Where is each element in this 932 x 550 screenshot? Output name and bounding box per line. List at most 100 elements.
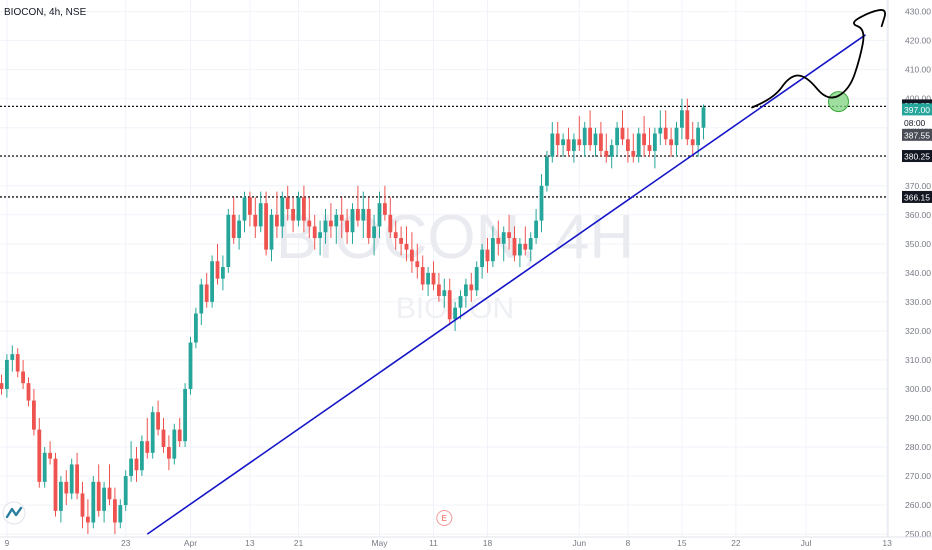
- candle[interactable]: [604, 133, 609, 163]
- candle[interactable]: [42, 447, 47, 488]
- candle[interactable]: [302, 185, 306, 233]
- candle[interactable]: [129, 441, 133, 482]
- candle[interactable]: [26, 377, 31, 407]
- candle[interactable]: [404, 226, 409, 262]
- candle[interactable]: [545, 150, 549, 192]
- candle[interactable]: [474, 261, 479, 297]
- candle[interactable]: [248, 191, 252, 227]
- candle[interactable]: [86, 499, 90, 535]
- candle[interactable]: [285, 185, 290, 221]
- candle[interactable]: [653, 127, 657, 169]
- tradingview-logo-icon[interactable]: [2, 501, 26, 525]
- candle[interactable]: [253, 197, 258, 239]
- candle[interactable]: [323, 208, 328, 244]
- highlight-circle[interactable]: [828, 91, 849, 113]
- candle[interactable]: [399, 226, 403, 256]
- candle[interactable]: [226, 208, 231, 273]
- candle[interactable]: [420, 255, 425, 291]
- candle[interactable]: [188, 336, 193, 395]
- candle[interactable]: [231, 197, 236, 244]
- candle[interactable]: [221, 255, 225, 291]
- candle[interactable]: [156, 400, 160, 436]
- candle[interactable]: [588, 110, 592, 151]
- candle[interactable]: [80, 481, 85, 529]
- candle[interactable]: [550, 121, 555, 163]
- candle[interactable]: [701, 104, 706, 140]
- candlestick-series[interactable]: [0, 98, 706, 535]
- candle[interactable]: [658, 110, 663, 146]
- candle[interactable]: [204, 272, 209, 308]
- candle[interactable]: [534, 208, 538, 244]
- candle[interactable]: [410, 232, 414, 273]
- candle[interactable]: [140, 435, 144, 477]
- candle[interactable]: [599, 121, 603, 157]
- candle[interactable]: [307, 197, 312, 239]
- candle[interactable]: [464, 278, 468, 308]
- time-axis[interactable]: 923Apr1321May1118Jun81522Jul1320: [5, 538, 932, 548]
- candle[interactable]: [210, 255, 214, 308]
- candle[interactable]: [528, 232, 533, 262]
- candle[interactable]: [566, 127, 571, 157]
- candle[interactable]: [150, 406, 155, 459]
- candle[interactable]: [669, 127, 673, 157]
- candle[interactable]: [134, 447, 139, 482]
- drawings[interactable]: [146, 9, 886, 535]
- candle[interactable]: [318, 220, 322, 256]
- candle[interactable]: [194, 307, 198, 349]
- candle[interactable]: [177, 417, 182, 448]
- candle[interactable]: [264, 191, 268, 256]
- candle[interactable]: [361, 191, 366, 239]
- candle[interactable]: [64, 470, 69, 506]
- candle[interactable]: [393, 220, 398, 250]
- candle[interactable]: [172, 423, 177, 465]
- candle[interactable]: [626, 127, 630, 163]
- candle[interactable]: [631, 133, 636, 163]
- candle[interactable]: [615, 121, 619, 157]
- candle[interactable]: [242, 191, 247, 233]
- candle[interactable]: [345, 208, 349, 244]
- candle[interactable]: [48, 441, 52, 465]
- candle[interactable]: [555, 121, 560, 157]
- candle[interactable]: [582, 121, 587, 157]
- earnings-marker-circle[interactable]: [436, 510, 453, 526]
- candle[interactable]: [161, 417, 166, 453]
- candle[interactable]: [329, 203, 333, 239]
- candle[interactable]: [291, 197, 295, 233]
- projection-path[interactable]: [751, 9, 886, 109]
- candle[interactable]: [383, 185, 387, 221]
- candle[interactable]: [237, 214, 241, 250]
- candle[interactable]: [118, 499, 123, 529]
- candle[interactable]: [15, 348, 20, 378]
- candle[interactable]: [5, 354, 9, 398]
- candle[interactable]: [113, 487, 117, 535]
- candle[interactable]: [215, 243, 220, 285]
- candle[interactable]: [437, 272, 441, 302]
- candle[interactable]: [458, 290, 463, 320]
- candle[interactable]: [258, 191, 263, 233]
- candle[interactable]: [636, 127, 641, 163]
- candle[interactable]: [59, 476, 63, 523]
- candle[interactable]: [21, 359, 25, 389]
- candle[interactable]: [496, 220, 501, 256]
- candle[interactable]: [469, 272, 474, 302]
- candle[interactable]: [572, 133, 576, 163]
- candle[interactable]: [69, 458, 74, 500]
- candle[interactable]: [102, 481, 106, 523]
- candle[interactable]: [512, 226, 517, 262]
- candle[interactable]: [523, 226, 528, 256]
- candle[interactable]: [53, 452, 58, 517]
- candle[interactable]: [685, 98, 690, 146]
- candle[interactable]: [123, 470, 128, 511]
- candle[interactable]: [37, 417, 42, 488]
- candle[interactable]: [491, 226, 495, 268]
- candle[interactable]: [593, 127, 598, 157]
- candle[interactable]: [334, 208, 339, 244]
- candle[interactable]: [32, 388, 36, 436]
- candle[interactable]: [447, 278, 452, 326]
- candle[interactable]: [199, 278, 204, 326]
- candle[interactable]: [480, 243, 484, 279]
- candle[interactable]: [339, 197, 344, 239]
- candle[interactable]: [485, 238, 490, 273]
- candle[interactable]: [501, 226, 506, 262]
